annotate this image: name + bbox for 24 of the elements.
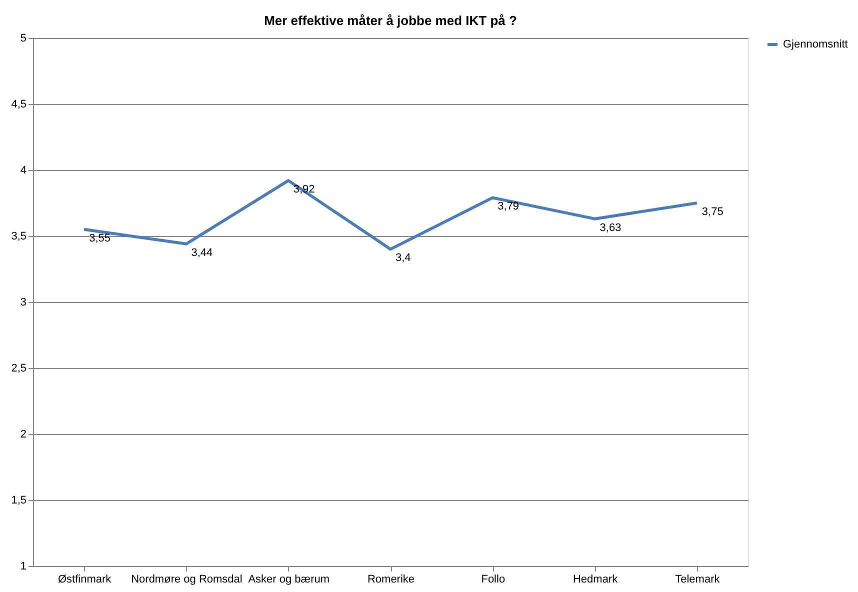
data-label: 3,44: [191, 246, 213, 259]
y-tick-label: 3,5: [11, 230, 26, 242]
data-label: 3,63: [600, 222, 622, 234]
x-tick-label: Hedmark: [572, 574, 618, 586]
data-label: 3,79: [498, 200, 520, 213]
y-tick-label: 3: [20, 296, 26, 308]
y-tick-label: 2: [20, 428, 26, 440]
y-tick-label: 4,5: [11, 98, 26, 110]
x-tick-label: Asker og bærum: [248, 574, 330, 586]
data-label: 3,4: [396, 252, 411, 264]
y-tick-label: 5: [20, 32, 26, 44]
x-tick-label: Østfinmark: [58, 574, 112, 586]
data-label: 3,55: [89, 232, 110, 244]
x-tick-label: Telemark: [675, 574, 720, 586]
x-tick-label: Follo: [481, 574, 506, 586]
x-tick-label: Nordmøre og Romsdal: [131, 574, 242, 586]
y-tick-label: 1,5: [11, 494, 26, 506]
y-tick-label: 4: [20, 164, 26, 176]
data-label: 3,75: [702, 206, 724, 218]
y-tick-label: 1: [20, 560, 26, 572]
x-tick-label: Romerike: [367, 574, 415, 586]
legend-label: Gjennomsnitt: [783, 38, 848, 50]
y-tick-label: 2,5: [11, 362, 26, 374]
chart-title: Mer effektive måter å jobbe med IKT på ?: [264, 13, 517, 28]
